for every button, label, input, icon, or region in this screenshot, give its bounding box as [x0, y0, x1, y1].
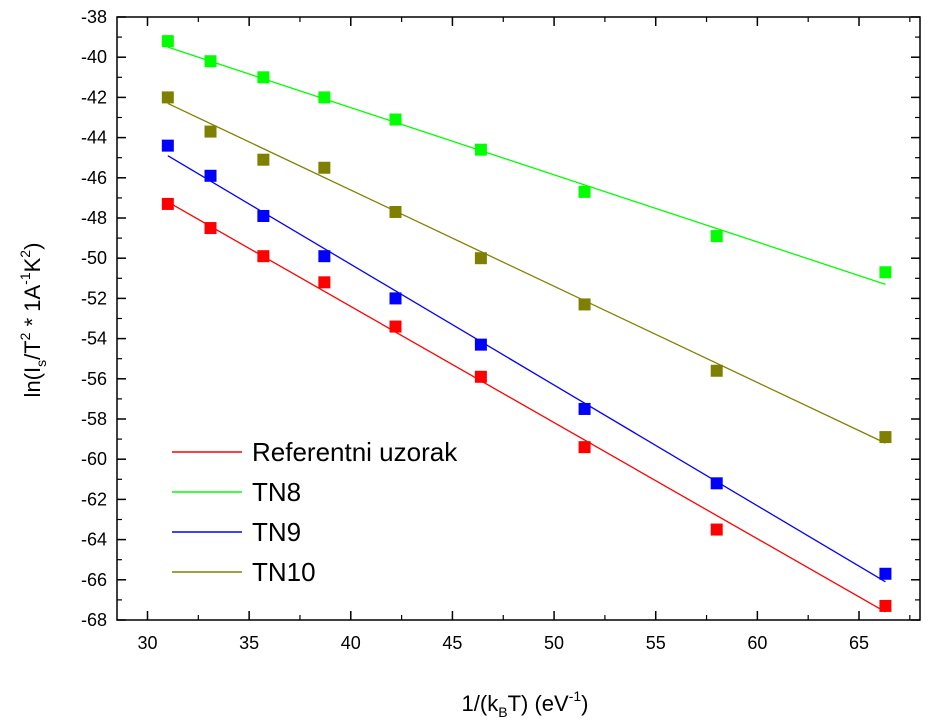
point-tn8: [710, 230, 723, 243]
point-referentni-uzorak: [710, 523, 723, 536]
point-tn8: [389, 113, 402, 126]
legend-label-tn10: TN10: [252, 557, 316, 587]
x-tick-label: 65: [849, 633, 869, 653]
fit-line-tn8: [167, 46, 886, 285]
point-referentni-uzorak: [318, 276, 331, 289]
y-tick-label: -52: [81, 288, 107, 308]
point-tn9: [710, 477, 723, 490]
point-tn9: [257, 209, 270, 222]
point-referentni-uzorak: [389, 320, 402, 333]
x-tick-label: 35: [239, 633, 259, 653]
point-tn10: [318, 161, 331, 174]
legend-label-referentni-uzorak: Referentni uzorak: [252, 437, 458, 467]
point-tn8: [578, 185, 591, 198]
point-referentni-uzorak: [161, 197, 174, 210]
point-referentni-uzorak: [204, 222, 217, 235]
point-tn8: [257, 71, 270, 84]
legend-label-tn8: TN8: [252, 477, 301, 507]
x-tick-label: 55: [646, 633, 666, 653]
y-tick-label: -58: [81, 409, 107, 429]
legend: Referentni uzorak TN8 TN9 TN10: [172, 437, 458, 587]
data-points: [161, 35, 892, 612]
point-tn10: [257, 153, 270, 166]
y-tick-label: -44: [81, 128, 107, 148]
y-tick-label: -64: [81, 530, 107, 550]
fit-lines: [167, 46, 886, 613]
point-tn10: [161, 91, 174, 104]
y-tick-label: -40: [81, 47, 107, 67]
y-tick-label: -38: [81, 7, 107, 27]
point-tn8: [161, 35, 174, 48]
point-tn10: [474, 252, 487, 265]
point-tn9: [389, 292, 402, 305]
y-tick-label: -46: [81, 168, 107, 188]
point-tn10: [879, 431, 892, 444]
x-tick-label: 60: [747, 633, 767, 653]
point-tn9: [578, 402, 591, 415]
point-tn10: [204, 125, 217, 138]
point-tn9: [204, 169, 217, 182]
y-axis-title: ln(Is/T2 * 1A-1K2): [17, 243, 49, 398]
point-tn8: [204, 55, 217, 68]
fit-line-tn9: [167, 155, 886, 583]
axis-ticks: 30 35 40 45 50 55 60 65 -38 -40 -42 -44 -46 -48 -50 -52…: [81, 7, 920, 653]
y-tick-label: -60: [81, 449, 107, 469]
x-tick-label: 40: [341, 633, 361, 653]
fit-line-tn10: [167, 102, 886, 444]
point-tn9: [474, 338, 487, 351]
y-tick-label: -48: [81, 208, 107, 228]
point-referentni-uzorak: [474, 370, 487, 383]
point-tn10: [389, 205, 402, 218]
y-tick-label: -50: [81, 248, 107, 268]
point-tn8: [318, 91, 331, 104]
point-tn10: [710, 364, 723, 377]
point-tn8: [879, 266, 892, 279]
point-tn9: [879, 567, 892, 580]
point-referentni-uzorak: [257, 250, 270, 263]
y-tick-label: -54: [81, 329, 107, 349]
y-tick-label: -68: [81, 610, 107, 630]
y-tick-label: -56: [81, 369, 107, 389]
point-tn8: [474, 143, 487, 156]
x-axis-title: 1/(kBT) (eV-1): [462, 688, 589, 720]
point-tn9: [318, 250, 331, 263]
plot-area: [116, 16, 921, 621]
point-referentni-uzorak: [578, 441, 591, 454]
y-tick-label: -66: [81, 570, 107, 590]
y-tick-label: -42: [81, 87, 107, 107]
x-tick-label: 50: [544, 633, 564, 653]
point-tn9: [161, 139, 174, 152]
fit-line-referentni-uzorak: [167, 201, 886, 613]
point-tn10: [578, 298, 591, 311]
point-referentni-uzorak: [879, 599, 892, 612]
x-tick-label: 30: [137, 633, 157, 653]
plot-frame: [116, 16, 921, 621]
x-tick-label: 45: [442, 633, 462, 653]
legend-label-tn9: TN9: [252, 517, 301, 547]
y-tick-label: -62: [81, 489, 107, 509]
